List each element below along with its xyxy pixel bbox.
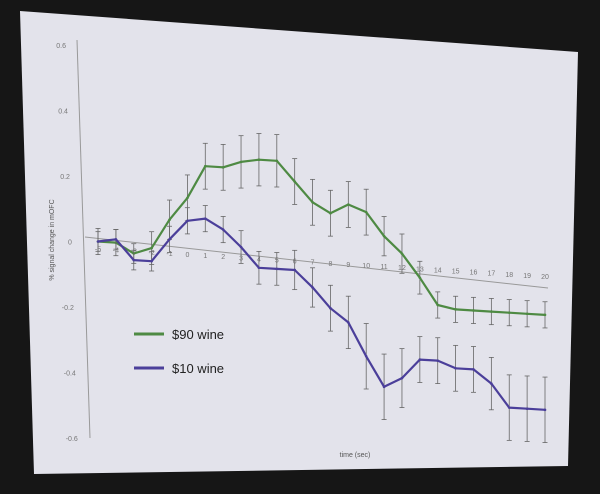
x-tick-label: 19 — [523, 273, 531, 280]
y-tick-label: 0.6 — [56, 43, 66, 50]
x-tick-label: 8 — [328, 261, 332, 268]
x-tick-label: 10 — [362, 263, 370, 270]
y-tick-label: -0.6 — [66, 436, 78, 443]
data-point — [472, 309, 475, 312]
x-tick-label: 17 — [487, 271, 495, 278]
data-point — [382, 385, 386, 389]
y-tick-label: -0.4 — [64, 371, 76, 378]
y-axis — [76, 39, 91, 439]
y-tick-labels: 0.6 0.4 0.2 0 -0.2 -0.4 -0.6 — [56, 43, 78, 443]
data-point — [490, 310, 493, 313]
x-tick-label: 2 — [221, 254, 225, 261]
data-point — [239, 160, 243, 164]
data-point — [221, 228, 225, 231]
series-layer — [95, 133, 548, 443]
series-line — [97, 158, 546, 316]
data-point — [203, 217, 207, 220]
data-point — [186, 196, 189, 200]
x-axis — [84, 236, 549, 289]
y-tick-label: 0 — [68, 240, 72, 247]
x-tick-label: 14 — [434, 267, 442, 274]
data-point — [311, 286, 314, 289]
data-point — [507, 311, 511, 314]
x-tick-label: -1 — [166, 251, 172, 258]
data-point — [293, 180, 296, 183]
data-point — [436, 359, 440, 362]
data-point — [490, 382, 493, 385]
data-point — [311, 201, 314, 204]
data-point — [400, 252, 404, 255]
legend-label: $10 wine — [172, 361, 224, 376]
data-point — [203, 164, 207, 168]
series-2 — [95, 205, 548, 443]
data-point — [382, 234, 386, 238]
series-line — [97, 217, 546, 411]
data-point — [329, 211, 332, 215]
data-point — [186, 219, 189, 223]
y-tick-label: -0.2 — [62, 305, 74, 312]
data-point — [168, 218, 171, 221]
data-point — [239, 245, 243, 249]
legend: $90 wine $10 wine — [134, 327, 224, 376]
data-point — [543, 408, 547, 412]
data-point — [329, 306, 332, 310]
x-tick-label: 7 — [311, 260, 315, 267]
data-point — [347, 321, 350, 324]
x-tick-label: 20 — [541, 274, 549, 281]
data-point — [96, 240, 100, 243]
x-tick-label: 0 — [185, 252, 189, 259]
data-point — [418, 358, 422, 361]
y-tick-label: 0.4 — [58, 109, 68, 116]
x-tick-label: 1 — [203, 253, 207, 260]
data-point — [525, 312, 529, 316]
x-tick-label: 18 — [505, 272, 513, 279]
legend-label: $90 wine — [172, 327, 224, 342]
data-point — [364, 354, 368, 358]
x-tick-label: 9 — [346, 262, 350, 269]
data-point — [132, 258, 136, 262]
data-point — [150, 246, 153, 250]
x-tick-label: 11 — [380, 264, 387, 271]
data-point — [275, 159, 279, 163]
data-point — [436, 303, 440, 307]
data-point — [472, 368, 475, 371]
data-point — [418, 276, 422, 279]
y-axis-title: % signal change in mOFC — [49, 199, 56, 280]
data-point — [257, 266, 261, 270]
x-tick-label: 16 — [470, 270, 478, 277]
data-point — [275, 267, 279, 271]
projected-slide — [20, 11, 578, 474]
data-point — [507, 406, 511, 409]
line-chart: 0.60.40.20-0.2-0.4-0.6 -5-4-3-2-10123456… — [49, 39, 549, 459]
data-point — [168, 238, 171, 241]
data-point — [364, 210, 368, 214]
data-point — [454, 308, 457, 311]
data-point — [221, 166, 225, 169]
data-point — [454, 367, 457, 370]
data-point — [114, 238, 118, 241]
x-tick-label: 15 — [452, 269, 460, 276]
y-tick-label: 0.2 — [60, 174, 70, 181]
data-point — [347, 203, 350, 206]
data-point — [257, 158, 261, 161]
data-point — [293, 268, 296, 272]
x-axis-title: time (sec) — [340, 452, 371, 459]
data-point — [543, 313, 547, 317]
data-point — [400, 376, 404, 380]
data-point — [150, 259, 153, 263]
data-point — [525, 407, 529, 411]
